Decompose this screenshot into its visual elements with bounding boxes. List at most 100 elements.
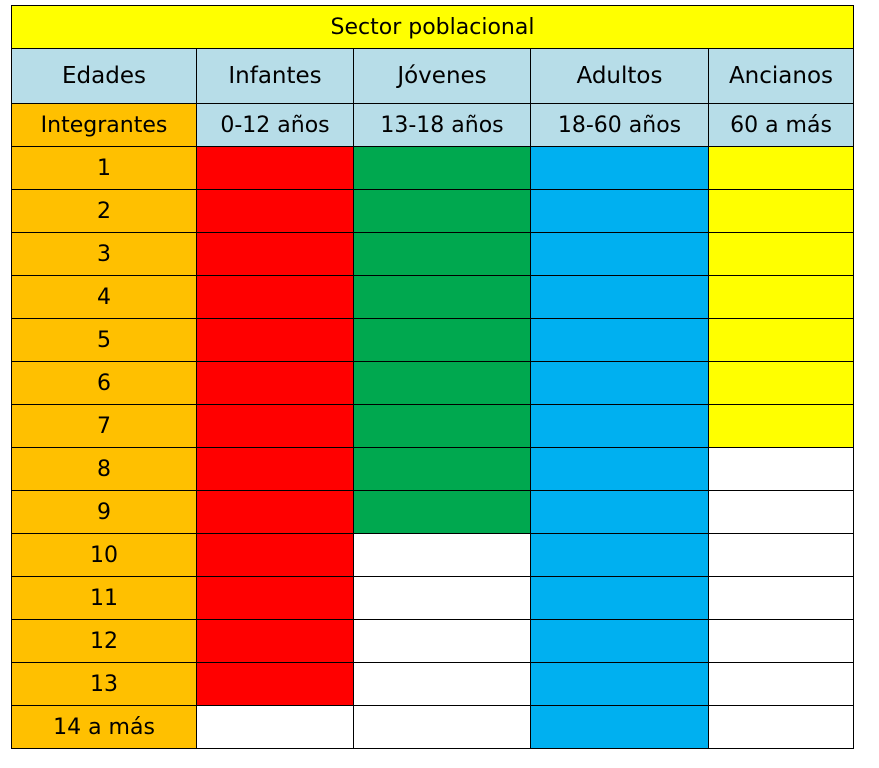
- cell-infantes: [196, 619, 354, 663]
- cell-adultos: [530, 662, 709, 706]
- row-label: 2: [11, 189, 197, 233]
- table-row: 7: [11, 404, 854, 448]
- cell-jovenes: [353, 447, 531, 491]
- cell-infantes: [196, 361, 354, 405]
- cell-adultos: [530, 146, 709, 190]
- table-row: 2: [11, 189, 854, 233]
- title-row: Sector poblacional: [11, 5, 854, 49]
- cell-ancianos: [708, 662, 854, 706]
- range-ancianos: 60 a más: [708, 103, 854, 147]
- cell-adultos: [530, 189, 709, 233]
- row-label: 14 a más: [11, 705, 197, 749]
- column-header-infantes: Infantes: [196, 48, 354, 104]
- row-label: 12: [11, 619, 197, 663]
- row-label: 4: [11, 275, 197, 319]
- cell-jovenes: [353, 705, 531, 749]
- cell-adultos: [530, 490, 709, 534]
- cell-ancianos: [708, 232, 854, 276]
- cell-adultos: [530, 232, 709, 276]
- cell-adultos: [530, 447, 709, 491]
- cell-ancianos: [708, 189, 854, 233]
- cell-infantes: [196, 662, 354, 706]
- range-infantes: 0-12 años: [196, 103, 354, 147]
- cell-jovenes: [353, 490, 531, 534]
- cell-ancianos: [708, 490, 854, 534]
- row-label: 13: [11, 662, 197, 706]
- cell-infantes: [196, 533, 354, 577]
- cell-adultos: [530, 404, 709, 448]
- table-row: 8: [11, 447, 854, 491]
- cell-jovenes: [353, 361, 531, 405]
- cell-jovenes: [353, 619, 531, 663]
- row-label: 11: [11, 576, 197, 620]
- cell-jovenes: [353, 232, 531, 276]
- population-table: Sector poblacional Edades Infantes Jóven…: [11, 5, 854, 749]
- cell-jovenes: [353, 576, 531, 620]
- cell-infantes: [196, 146, 354, 190]
- range-jovenes: 13-18 años: [353, 103, 531, 147]
- cell-ancianos: [708, 705, 854, 749]
- edades-header: Edades: [11, 48, 197, 104]
- cell-adultos: [530, 619, 709, 663]
- table-row: 9: [11, 490, 854, 534]
- cell-adultos: [530, 533, 709, 577]
- cell-infantes: [196, 490, 354, 534]
- integrantes-header: Integrantes: [11, 103, 197, 147]
- cell-adultos: [530, 318, 709, 362]
- column-header-adultos: Adultos: [530, 48, 709, 104]
- row-label: 5: [11, 318, 197, 362]
- cell-adultos: [530, 275, 709, 319]
- cell-jovenes: [353, 404, 531, 448]
- column-header-ancianos: Ancianos: [708, 48, 854, 104]
- table-row: 13: [11, 662, 854, 706]
- row-label: 6: [11, 361, 197, 405]
- cell-adultos: [530, 576, 709, 620]
- table-row: 4: [11, 275, 854, 319]
- cell-jovenes: [353, 318, 531, 362]
- cell-ancianos: [708, 447, 854, 491]
- row-label: 1: [11, 146, 197, 190]
- cell-infantes: [196, 318, 354, 362]
- table-row: 3: [11, 232, 854, 276]
- cell-jovenes: [353, 533, 531, 577]
- range-adultos: 18-60 años: [530, 103, 709, 147]
- cell-infantes: [196, 404, 354, 448]
- cell-adultos: [530, 705, 709, 749]
- cell-jovenes: [353, 275, 531, 319]
- cell-ancianos: [708, 619, 854, 663]
- table-row: 6: [11, 361, 854, 405]
- cell-ancianos: [708, 576, 854, 620]
- header-row: Edades Infantes Jóvenes Adultos Ancianos: [11, 48, 854, 104]
- cell-infantes: [196, 275, 354, 319]
- cell-adultos: [530, 361, 709, 405]
- row-label: 7: [11, 404, 197, 448]
- row-label: 9: [11, 490, 197, 534]
- cell-infantes: [196, 232, 354, 276]
- cell-ancianos: [708, 275, 854, 319]
- table-row: 12: [11, 619, 854, 663]
- range-row: Integrantes 0-12 años 13-18 años 18-60 a…: [11, 103, 854, 147]
- table-row: 10: [11, 533, 854, 577]
- cell-infantes: [196, 189, 354, 233]
- table-title: Sector poblacional: [11, 5, 854, 49]
- cell-ancianos: [708, 146, 854, 190]
- cell-ancianos: [708, 361, 854, 405]
- table-body: Sector poblacional Edades Infantes Jóven…: [11, 5, 854, 749]
- cell-jovenes: [353, 146, 531, 190]
- row-label: 3: [11, 232, 197, 276]
- cell-ancianos: [708, 404, 854, 448]
- table-row: 14 a más: [11, 705, 854, 749]
- table-row: 11: [11, 576, 854, 620]
- cell-ancianos: [708, 533, 854, 577]
- cell-ancianos: [708, 318, 854, 362]
- cell-infantes: [196, 447, 354, 491]
- row-label: 8: [11, 447, 197, 491]
- cell-infantes: [196, 576, 354, 620]
- table-row: 1: [11, 146, 854, 190]
- table-row: 5: [11, 318, 854, 362]
- column-header-jovenes: Jóvenes: [353, 48, 531, 104]
- cell-jovenes: [353, 662, 531, 706]
- cell-jovenes: [353, 189, 531, 233]
- cell-infantes: [196, 705, 354, 749]
- row-label: 10: [11, 533, 197, 577]
